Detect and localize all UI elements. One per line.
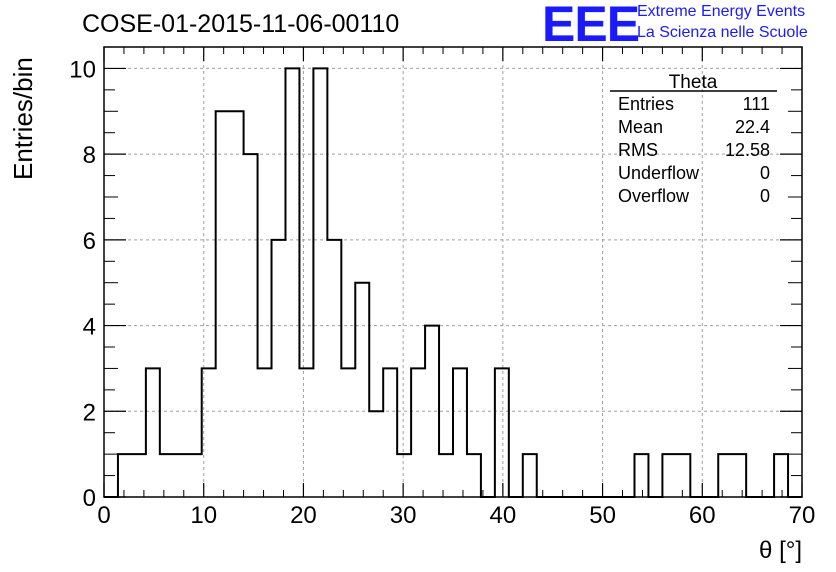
y-tick-label: 4 xyxy=(83,314,96,341)
x-tick-label: 50 xyxy=(589,502,616,529)
y-tick-label: 8 xyxy=(83,142,96,169)
x-tick-label: 0 xyxy=(97,502,110,529)
y-tick-label: 0 xyxy=(83,485,96,512)
stats-row-label: Underflow xyxy=(618,163,700,183)
grid xyxy=(104,47,802,497)
stats-box: Theta Entries 111 Mean 22.4 RMS 12.58 Underflo… xyxy=(610,72,777,206)
logo-subtitle-2: La Scienza nelle Scuole xyxy=(637,24,808,41)
stats-row-value: 12.58 xyxy=(725,140,770,160)
plot-frame xyxy=(103,46,803,498)
stats-row-label: Entries xyxy=(618,94,674,114)
stats-row-label: Overflow xyxy=(618,186,690,206)
x-tick-label: 40 xyxy=(490,502,517,529)
stats-row-label: Mean xyxy=(618,117,663,137)
x-tick-label: 20 xyxy=(290,502,317,529)
stats-row-label: RMS xyxy=(618,140,658,160)
y-tick-label: 10 xyxy=(69,56,96,83)
axis-ticks xyxy=(103,47,803,498)
chart-title: COSE-01-2015-11-06-00110 xyxy=(82,10,400,38)
y-tick-label: 2 xyxy=(83,399,96,426)
stats-title: Theta xyxy=(669,72,718,93)
eee-logo: EEE xyxy=(542,0,640,52)
y-tick-labels: 0 2 4 6 8 10 xyxy=(69,56,96,512)
stats-row-value: 22.4 xyxy=(735,117,770,137)
stats-row-value: 0 xyxy=(760,163,770,183)
y-axis-label: Entries/bin xyxy=(8,57,38,180)
x-tick-label: 30 xyxy=(390,502,417,529)
stats-rows: Entries 111 Mean 22.4 RMS 12.58 Underflow 0 Over… xyxy=(618,94,770,206)
x-tick-label: 10 xyxy=(190,502,217,529)
x-tick-labels: 0 10 20 30 40 50 60 70 xyxy=(97,502,815,529)
stats-row-value: 111 xyxy=(743,94,770,114)
stats-row-value: 0 xyxy=(760,186,770,206)
histogram-outline xyxy=(104,67,802,498)
logo-subtitle-1: Extreme Energy Events xyxy=(637,3,806,20)
x-tick-label: 70 xyxy=(789,502,816,529)
y-tick-label: 6 xyxy=(83,228,96,255)
x-tick-label: 60 xyxy=(689,502,716,529)
x-axis-label: θ [°] xyxy=(759,537,802,564)
